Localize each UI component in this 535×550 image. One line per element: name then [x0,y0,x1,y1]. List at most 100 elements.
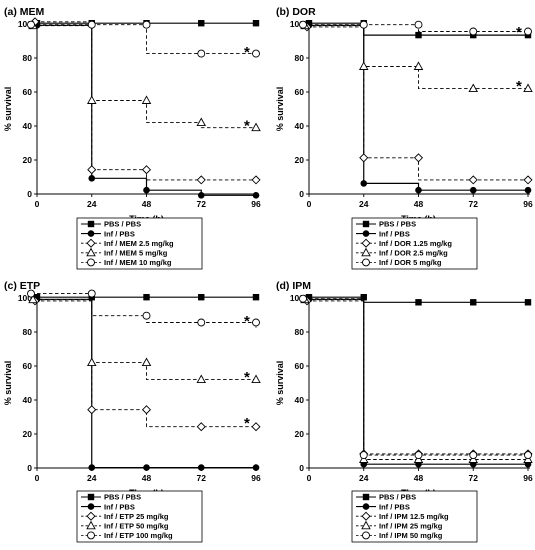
y-tick-label: 0 [27,189,32,199]
legend-label: PBS / PBS [104,220,141,229]
legend-label: Inf / DOR 2.5 mg/kg [379,249,448,258]
y-tick-label: 40 [295,395,305,405]
y-tick-label: 100 [290,293,304,303]
series-line [33,25,256,129]
data-point [252,294,260,301]
legend-marker [87,220,95,228]
y-axis-label: % survival [275,361,285,406]
x-tick-label: 72 [469,199,479,209]
data-point [469,451,478,460]
data-point [415,31,422,39]
data-point [360,294,367,301]
y-tick-label: 60 [295,361,305,371]
series-line [309,296,528,303]
x-tick-label: 48 [142,199,152,209]
data-point [27,20,35,29]
data-point [415,186,422,194]
y-tick-label: 60 [23,361,33,371]
data-point [415,299,422,306]
data-point [523,83,533,93]
significance-star: * [244,313,250,330]
y-tick-label: 40 [23,121,33,131]
y-tick-label: 20 [295,155,305,165]
significance-star: * [516,24,522,41]
legend-label: Inf / PBS [379,229,410,238]
series-line [31,24,256,55]
data-point [252,49,260,58]
legend-marker [87,493,95,501]
data-point [524,186,532,194]
data-point [524,299,532,306]
y-tick-label: 0 [299,463,304,473]
data-point [197,192,205,199]
legend-box [76,217,203,270]
legend-label: PBS / PBS [379,493,416,502]
legend-label: Inf / IPM 25 mg/kg [379,522,443,531]
data-point [28,294,38,304]
x-tick-label: 72 [197,473,207,483]
data-point [88,464,96,471]
data-point [252,464,260,471]
data-point [141,405,152,415]
data-point [413,61,424,70]
legend-marker [86,511,96,521]
data-point [198,20,205,27]
chart-panel-3: (c) ETP020406080100024487296Time (h)% su… [3,280,261,543]
x-tick-label: 48 [414,199,424,209]
y-tick-label: 100 [18,293,32,303]
data-point [359,153,369,163]
series-line [307,300,528,455]
series-line [309,24,528,191]
legend-label: Inf / DOR 5 mg/kg [379,258,442,267]
data-point [251,422,261,432]
data-point [197,49,206,58]
chart-panel-4: (d) IPM020406080100024487296Time (h)% su… [275,280,533,543]
legend-label: PBS / PBS [379,220,416,229]
y-axis-label: % survival [3,361,13,406]
legend-label: Inf / PBS [104,502,135,511]
x-tick-label: 96 [251,473,261,483]
legend-marker [361,238,371,248]
x-tick-label: 24 [87,199,97,209]
data-point [359,451,368,460]
data-point [143,464,150,471]
legend-marker [361,520,371,530]
y-tick-label: 80 [295,53,305,63]
data-point [196,117,207,127]
x-tick-label: 96 [523,199,533,209]
data-point [299,20,307,29]
data-point [141,357,152,367]
data-point [524,27,532,36]
chart-panel-1: (a) MEM020406080100024487296Time (h)% su… [3,6,261,270]
legend-label: Inf / PBS [104,229,135,238]
data-point [27,289,35,298]
data-point [143,294,150,301]
y-tick-label: 60 [23,87,33,97]
data-point [87,405,97,415]
x-tick-label: 48 [414,473,424,483]
legend-marker [86,238,96,248]
y-axis-label: % survival [3,87,13,132]
y-axis-label: % survival [275,87,285,132]
x-tick-label: 48 [142,473,152,483]
data-point [469,186,477,194]
legend-box [351,490,478,543]
y-tick-label: 20 [23,155,33,165]
data-point [470,299,477,306]
data-point [252,192,260,199]
x-tick-label: 24 [359,473,369,483]
data-point [197,318,206,327]
legend-label: Inf / IPM 12.5 mg/kg [379,512,449,521]
data-point [196,175,206,185]
x-tick-label: 0 [307,473,312,483]
x-tick-label: 72 [469,473,479,483]
data-point [142,20,151,29]
data-point [251,122,261,132]
legend-label: Inf / MEM 2.5 mg/kg [104,239,174,248]
legend-label: Inf / MEM 5 mg/kg [104,249,168,258]
panel-title: (d) IPM [276,280,311,292]
y-tick-label: 0 [27,463,32,473]
series-line [303,24,528,32]
data-point [414,451,423,460]
